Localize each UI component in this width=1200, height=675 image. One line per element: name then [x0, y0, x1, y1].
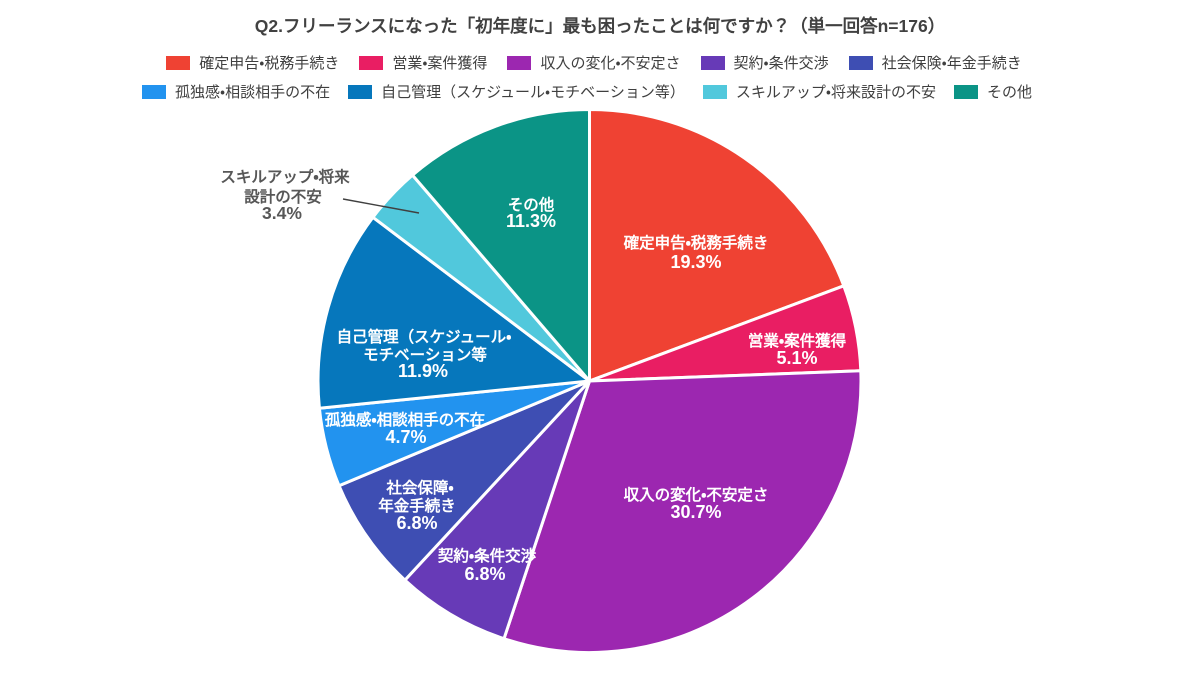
svg-text:孤独感・相談相手の不在: 孤独感・相談相手の不在 [325, 410, 485, 429]
svg-text:確定申告・税務手続き: 確定申告・税務手続き [623, 233, 769, 252]
svg-text:19.3%: 19.3% [670, 252, 721, 272]
svg-text:モチベーション等: モチベーション等 [363, 345, 487, 364]
svg-text:設計の不安: 設計の不安 [244, 187, 322, 206]
svg-text:5.1%: 5.1% [776, 348, 817, 368]
svg-text:6.8%: 6.8% [464, 564, 505, 584]
svg-text:契約・条件交渉: 契約・条件交渉 [438, 546, 537, 565]
svg-text:6.8%: 6.8% [396, 513, 437, 533]
svg-text:3.4%: 3.4% [262, 203, 302, 223]
svg-text:スキルアップ・将来: スキルアップ・将来 [220, 167, 350, 186]
svg-text:年金手続き: 年金手続き [378, 496, 456, 515]
svg-text:その他: その他 [508, 195, 555, 214]
svg-text:30.7%: 30.7% [670, 502, 721, 522]
svg-text:収入の変化・不安定さ: 収入の変化・不安定さ [624, 485, 769, 504]
svg-text:営業・案件獲得: 営業・案件獲得 [748, 331, 847, 350]
svg-text:11.9%: 11.9% [398, 361, 448, 381]
svg-text:社会保障・: 社会保障・ [385, 478, 453, 497]
svg-text:自己管理（スケジュール・: 自己管理（スケジュール・ [337, 327, 512, 346]
svg-text:11.3%: 11.3% [506, 211, 556, 231]
svg-text:4.7%: 4.7% [385, 427, 426, 447]
